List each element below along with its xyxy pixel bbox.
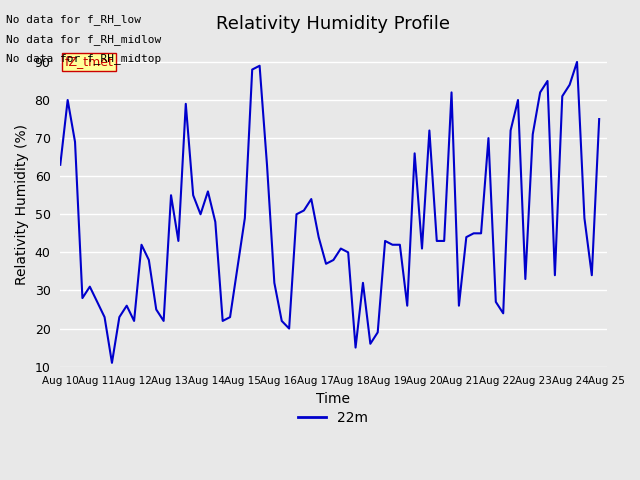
Y-axis label: Relativity Humidity (%): Relativity Humidity (%) xyxy=(15,124,29,285)
Text: No data for f_RH_midlow: No data for f_RH_midlow xyxy=(6,34,162,45)
X-axis label: Time: Time xyxy=(316,392,351,406)
Text: No data for f_RH_low: No data for f_RH_low xyxy=(6,14,141,25)
Legend: 22m: 22m xyxy=(293,406,374,431)
Title: Relativity Humidity Profile: Relativity Humidity Profile xyxy=(216,15,451,33)
Text: fZ_tmet: fZ_tmet xyxy=(65,55,113,69)
Text: No data for f_RH_midtop: No data for f_RH_midtop xyxy=(6,53,162,64)
